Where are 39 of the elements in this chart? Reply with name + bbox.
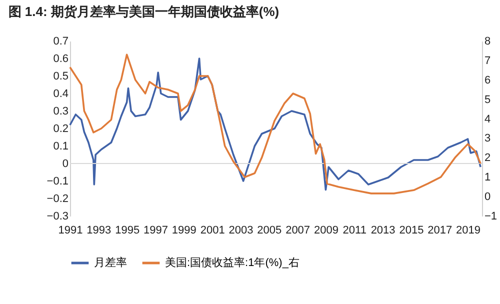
x-tick-label: 2013 [370,224,396,236]
x-tick-label: 2009 [314,224,338,236]
y-tick-label: 0.3 [53,106,68,118]
y-tick-label: −0.3 [46,210,68,222]
y2-tick-label: 7 [484,54,491,67]
legend-label: 美国:国债收益率:1年(%)_右 [165,256,300,269]
x-tick-label: 1999 [172,224,196,236]
y-tick-label: 0.7 [53,36,68,48]
y-tick-label: 0 [62,158,68,170]
y2-tick-label: 0 [484,191,491,204]
y-tick-label: −0.1 [46,176,68,188]
y2-tick-label: 5 [484,94,491,106]
y-tick-label: 0.6 [53,53,68,65]
y2-tick-label: 1 [484,172,491,184]
chart-title: 图 1.4: 期货月差率与美国一年期国债收益率(%) [8,4,280,19]
x-tick-label: 2007 [286,224,310,236]
y2-tick-label: 3 [484,132,491,145]
x-tick-label: 2011 [342,224,366,236]
x-tick-label: 1993 [86,224,112,236]
x-tick-label: 2001 [200,224,225,236]
y2-tick-label: 6 [484,74,491,86]
x-tick-label: 1997 [144,224,168,236]
x-tick-label: 2003 [228,224,254,236]
legend-label: 月差率 [94,256,127,269]
y2-tick-label: 2 [484,152,491,164]
x-tick-label: 2005 [257,224,282,236]
y-tick-label: 0.1 [53,140,68,152]
y-tick-label: 0.2 [53,123,68,135]
y-tick-label: 0.4 [53,88,68,100]
x-tick-label: 2017 [428,224,452,236]
x-tick-label: 1995 [115,224,140,236]
y-tick-label: −0.2 [46,193,68,205]
x-tick-label: 2015 [399,224,424,236]
x-tick-label: 1991 [58,224,83,236]
y2-tick-label: 4 [484,113,491,126]
y2-tick-label: 8 [484,36,491,48]
y2-tick-label: −1 [484,210,498,222]
y-tick-label: 0.5 [53,70,68,82]
x-tick-label: 2019 [456,224,481,236]
